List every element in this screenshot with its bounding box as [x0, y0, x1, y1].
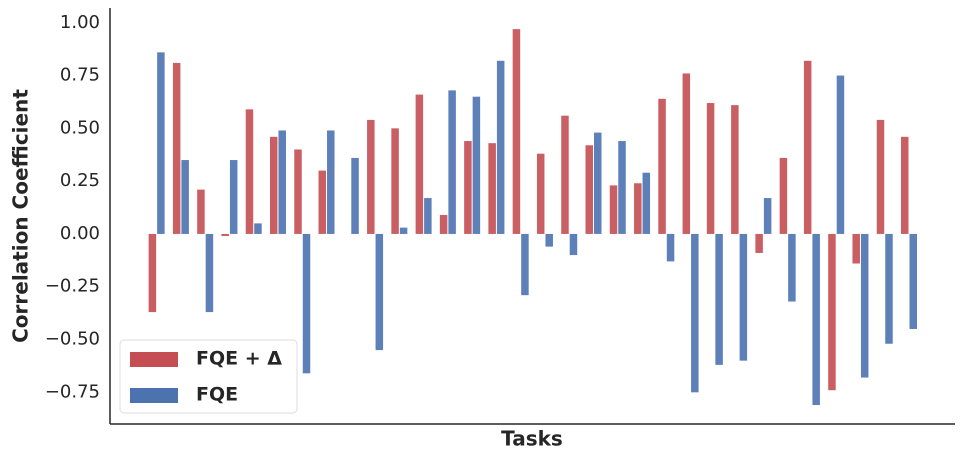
- bar: [318, 170, 327, 234]
- bar: [618, 141, 626, 234]
- bar: [836, 75, 845, 234]
- y-tick-label: 0.25: [60, 170, 100, 191]
- bar: [245, 109, 254, 234]
- bar: [739, 233, 748, 361]
- bar: [731, 105, 739, 234]
- bar: [148, 233, 157, 313]
- bar: [221, 233, 229, 237]
- x-axis-label: Tasks: [501, 427, 563, 451]
- bar: [415, 94, 424, 234]
- bar: [399, 227, 408, 234]
- bar: [909, 233, 918, 329]
- bar: [496, 60, 505, 234]
- bar: [351, 157, 359, 234]
- legend-label: FQE + Δ: [196, 348, 282, 370]
- bar: [828, 233, 836, 391]
- bar: [512, 29, 521, 234]
- bar: [852, 233, 860, 264]
- legend: FQE + Δ FQE: [119, 339, 298, 414]
- bar: [812, 233, 820, 405]
- bar: [439, 214, 448, 234]
- bar: [706, 103, 715, 234]
- y-tick-label: 0.00: [60, 223, 100, 244]
- bar: [327, 130, 335, 234]
- bar: [269, 136, 278, 234]
- bar: [391, 128, 399, 234]
- bar: [593, 132, 602, 234]
- bar: [779, 157, 788, 234]
- bar: [658, 98, 666, 234]
- bar: [367, 119, 375, 234]
- bar: [375, 233, 384, 351]
- bar: [448, 90, 456, 234]
- bar: [464, 141, 472, 234]
- bar: [763, 198, 772, 234]
- bar: [901, 136, 909, 234]
- bar: [294, 149, 302, 234]
- bar: [715, 233, 723, 365]
- bar: [585, 145, 593, 234]
- bar: [876, 119, 885, 234]
- legend-label: FQE: [196, 384, 238, 406]
- bar: [788, 233, 796, 302]
- bar: [642, 172, 651, 234]
- bar: [545, 233, 553, 247]
- bar: [157, 52, 165, 234]
- bar: [634, 183, 642, 234]
- legend-swatch: [130, 388, 178, 403]
- bar: [197, 189, 205, 234]
- y-tick-label: 0.75: [60, 65, 100, 86]
- bar: [803, 60, 812, 234]
- legend-swatch: [130, 352, 178, 367]
- y-axis-label: Correlation Coefficient: [9, 89, 33, 343]
- bar: [205, 233, 214, 313]
- bar: [609, 185, 618, 234]
- bar: [424, 198, 432, 234]
- bar: [172, 62, 181, 234]
- bar: [860, 233, 869, 378]
- bar: [682, 73, 691, 234]
- bar: [569, 233, 578, 256]
- bar: [755, 233, 763, 253]
- bar: [561, 115, 569, 234]
- bar: [229, 160, 238, 234]
- y-tick-label: 0.50: [60, 117, 100, 138]
- bar: [302, 233, 311, 374]
- bar: [278, 130, 286, 234]
- bar: [488, 143, 496, 234]
- bar: [691, 233, 699, 393]
- bar: [472, 96, 481, 234]
- y-tick-label: −0.25: [45, 276, 100, 297]
- bar: [536, 153, 545, 234]
- y-tick-label: 1.00: [60, 12, 100, 33]
- bar: [521, 233, 529, 296]
- bar: [666, 233, 675, 262]
- bar: [885, 233, 893, 344]
- bar: [254, 223, 262, 234]
- y-tick-label: −0.75: [45, 381, 100, 402]
- y-tick-label: −0.50: [45, 329, 100, 350]
- bar: [181, 160, 189, 234]
